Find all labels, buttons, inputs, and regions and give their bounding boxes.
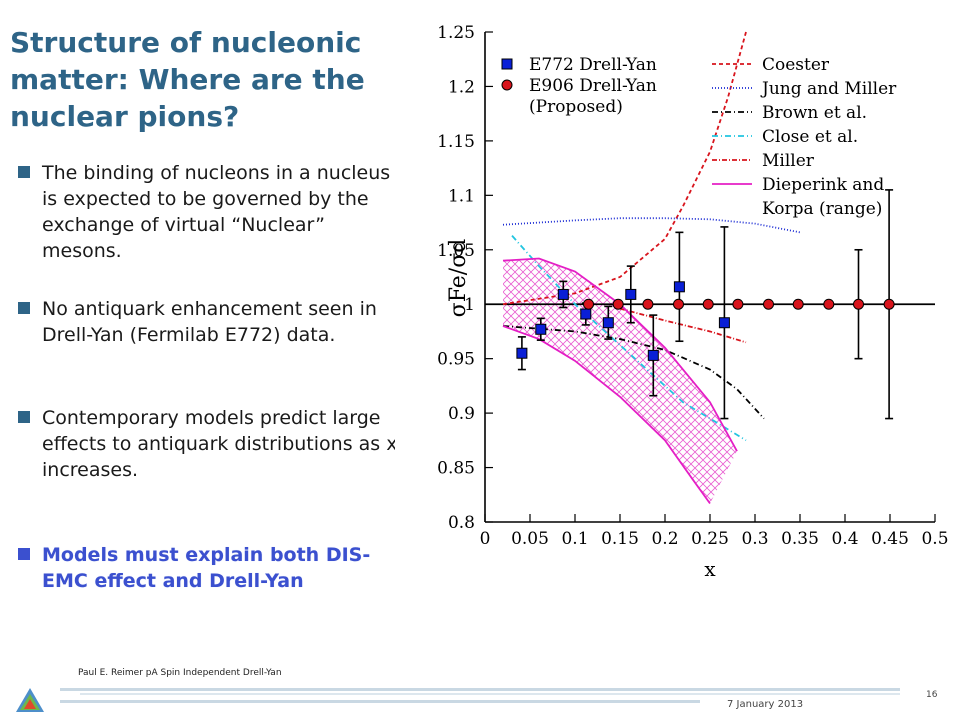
y-tick-label: 0.85 [437, 459, 475, 479]
x-axis-title: x [704, 557, 716, 581]
y-tick-label: 1.15 [437, 132, 475, 152]
data-point-circle [612, 298, 624, 310]
y-tick-label: 1.05 [437, 241, 475, 261]
x-tick-label: 0.4 [831, 529, 858, 549]
legend-label: E772 Drell-Yan [529, 55, 657, 75]
data-point-circle [642, 298, 654, 310]
legend-label: Korpa (range) [762, 199, 882, 219]
x-tick-label: 0.25 [691, 529, 729, 549]
slide-title: Structure of nucleonic matter: Where are… [10, 26, 365, 133]
lab-logo-icon [16, 688, 44, 712]
legend-label: Brown et al. [762, 103, 867, 123]
axes: 0.8 0.85 0.9 0.95 1 1.05 1.1 1.15 1.2 1.25 0 0.05 0.… [437, 23, 948, 581]
data-point-circle [853, 298, 864, 310]
bullet-text: No antiquark enhancement seen in Drell-Y… [42, 298, 377, 346]
y-tick-label: 0.9 [448, 404, 475, 424]
legend-label: Close et al. [762, 127, 858, 147]
data-points [516, 189, 895, 420]
y-tick-label: 1 [464, 295, 475, 315]
bullet-item: Contemporary models predict large effect… [10, 405, 410, 483]
legend-label: Coester [762, 55, 830, 75]
bullet-item-highlight: Models must explain both DIS-EMC effect … [10, 542, 410, 594]
footer-author: Paul E. Reimer pA Spin Independent Drell… [78, 668, 282, 678]
legend-label: Dieperink and [762, 175, 884, 195]
x-tick-label: 0.15 [601, 529, 639, 549]
data-point-square [647, 349, 659, 361]
bullet-item: No antiquark enhancement seen in Drell-Y… [10, 296, 410, 348]
data-point-circle [763, 298, 774, 310]
legend-label: E906 Drell-Yan [529, 76, 657, 96]
data-point-circle [883, 298, 895, 310]
data-point-circle [702, 298, 714, 310]
data-point-square [602, 317, 614, 329]
data-point-square [516, 347, 528, 359]
model-curve [502, 325, 711, 505]
footer-stripe [60, 688, 900, 703]
bullet-item: The binding of nucleons in a nucleus is … [10, 160, 410, 264]
data-point-circle [732, 298, 744, 310]
data-point-circle [823, 298, 835, 310]
x-tick-label: 0.2 [651, 529, 678, 549]
footer-date: 7 January 2013 [727, 699, 804, 710]
bullet-text: The binding of nucleons in a nucleus is … [42, 162, 391, 262]
model-curve [502, 31, 747, 306]
bullet-text: Contemporary models predict large effect… [42, 407, 398, 481]
data-point-square [625, 288, 637, 300]
y-axis-title: σFe/σd [446, 239, 471, 318]
y-tick-label: 1.2 [448, 77, 475, 97]
model-curve [619, 307, 747, 344]
y-tick-label: 0.95 [437, 350, 475, 370]
x-tick-label: 0.45 [871, 529, 909, 549]
data-point-circle [673, 298, 684, 310]
data-point-square [535, 323, 547, 335]
square-bullet-icon [18, 411, 30, 423]
x-tick-label: 0.3 [741, 529, 768, 549]
data-point-circle [583, 298, 594, 310]
data-point-square [580, 308, 592, 320]
data-point-circle [792, 298, 804, 310]
data-point-square [673, 281, 685, 293]
model-curve [502, 217, 801, 234]
y-tick-label: 1.25 [437, 23, 475, 43]
x-tick-label: 0 [480, 529, 491, 549]
legend-marker-circle [501, 79, 513, 91]
x-tick-label: 0.05 [511, 529, 549, 549]
bullet-text: Models must explain both DIS-EMC effect … [42, 544, 371, 592]
data-point-square [718, 317, 730, 329]
square-bullet-icon [18, 166, 30, 178]
x-tick-label: 0.1 [561, 529, 588, 549]
page-number: 16 [926, 690, 938, 700]
legend-label: Miller [762, 151, 815, 171]
y-tick-label: 0.8 [448, 513, 475, 533]
legend-marker-square [501, 58, 513, 70]
ratio-chart: 0.8 0.85 0.9 0.95 1 1.05 1.1 1.15 1.2 1.25 0 0.05 0.… [437, 23, 948, 581]
legend-label: Jung and Miller [760, 79, 897, 99]
y-tick-label: 1.1 [448, 186, 475, 206]
data-point-square [557, 288, 569, 300]
square-bullet-icon [18, 548, 30, 560]
model-curve [511, 235, 747, 442]
model-range-band [503, 258, 737, 504]
square-bullet-icon [18, 302, 30, 314]
x-tick-label: 0.35 [781, 529, 819, 549]
x-tick-label: 0.5 [921, 529, 948, 549]
chart-panel: 0.8 0.85 0.9 0.95 1 1.05 1.1 1.15 1.2 1.25 0 0.05 0.… [395, 0, 960, 590]
model-range-hatch [503, 258, 737, 504]
legend-label: (Proposed) [529, 97, 623, 117]
